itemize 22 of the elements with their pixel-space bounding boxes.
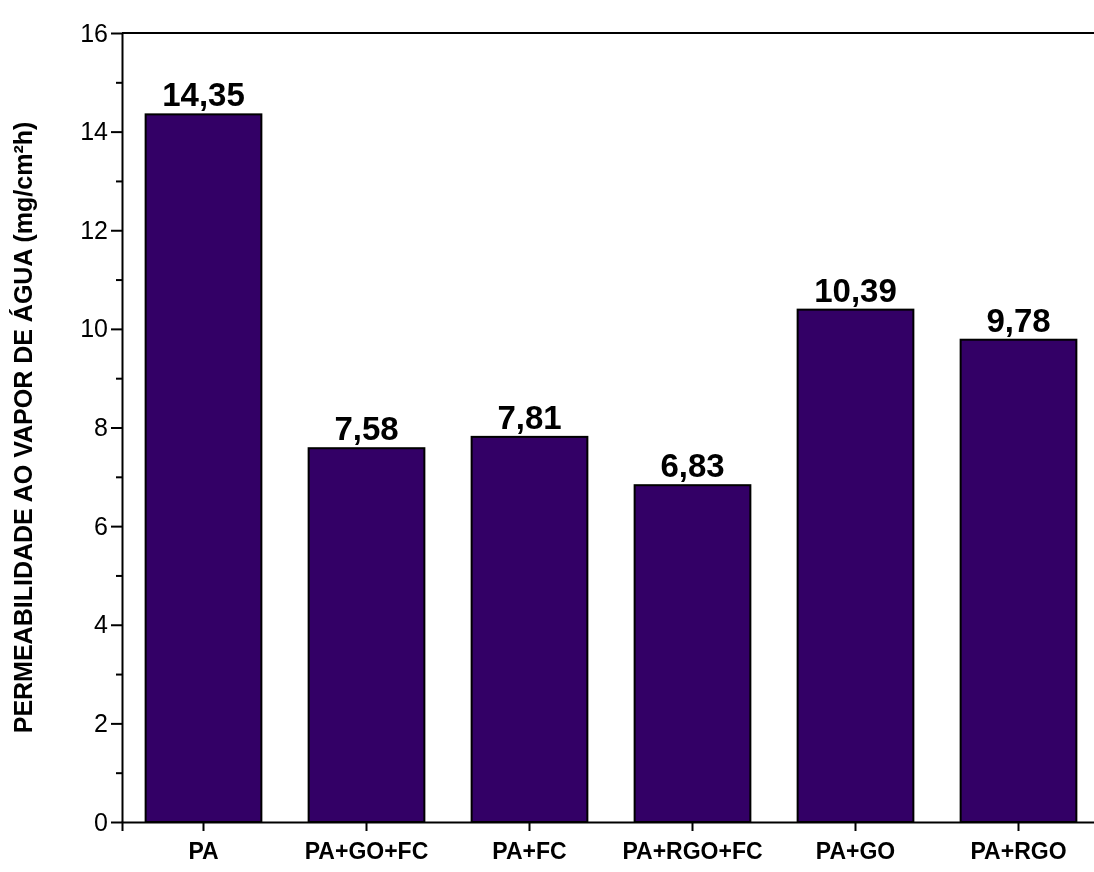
- x-tick-label: PA+RGO: [970, 838, 1067, 865]
- data-label: 14,35: [162, 76, 245, 114]
- data-label: 7,81: [497, 398, 562, 436]
- x-tick-label: PA+FC: [492, 838, 567, 865]
- y-tick-label: 6: [94, 511, 108, 540]
- y-tick-label: 2: [94, 708, 108, 737]
- x-tick-label: PA: [188, 838, 219, 865]
- data-label: 7,58: [334, 410, 399, 448]
- y-tick-label: 14: [80, 117, 109, 146]
- data-label: 9,78: [986, 301, 1051, 339]
- y-tick-label: 0: [94, 807, 108, 836]
- data-label: 6,83: [660, 447, 725, 485]
- y-axis-title: PERMEABILIDADE AO VAPOR DE ÁGUA (mg/cm²h): [9, 121, 37, 734]
- x-tick-label: PA+RGO+FC: [622, 838, 763, 865]
- y-tick-label: 4: [94, 610, 109, 639]
- x-tick-label: PA+GO: [815, 838, 896, 865]
- x-tick-label: PA+GO+FC: [304, 838, 429, 865]
- y-tick-label: 8: [94, 413, 108, 441]
- data-label: 10,39: [814, 271, 897, 309]
- y-tick-label: 12: [80, 215, 108, 244]
- y-tick-label: 10: [80, 314, 108, 343]
- y-tick-label: 16: [80, 18, 108, 47]
